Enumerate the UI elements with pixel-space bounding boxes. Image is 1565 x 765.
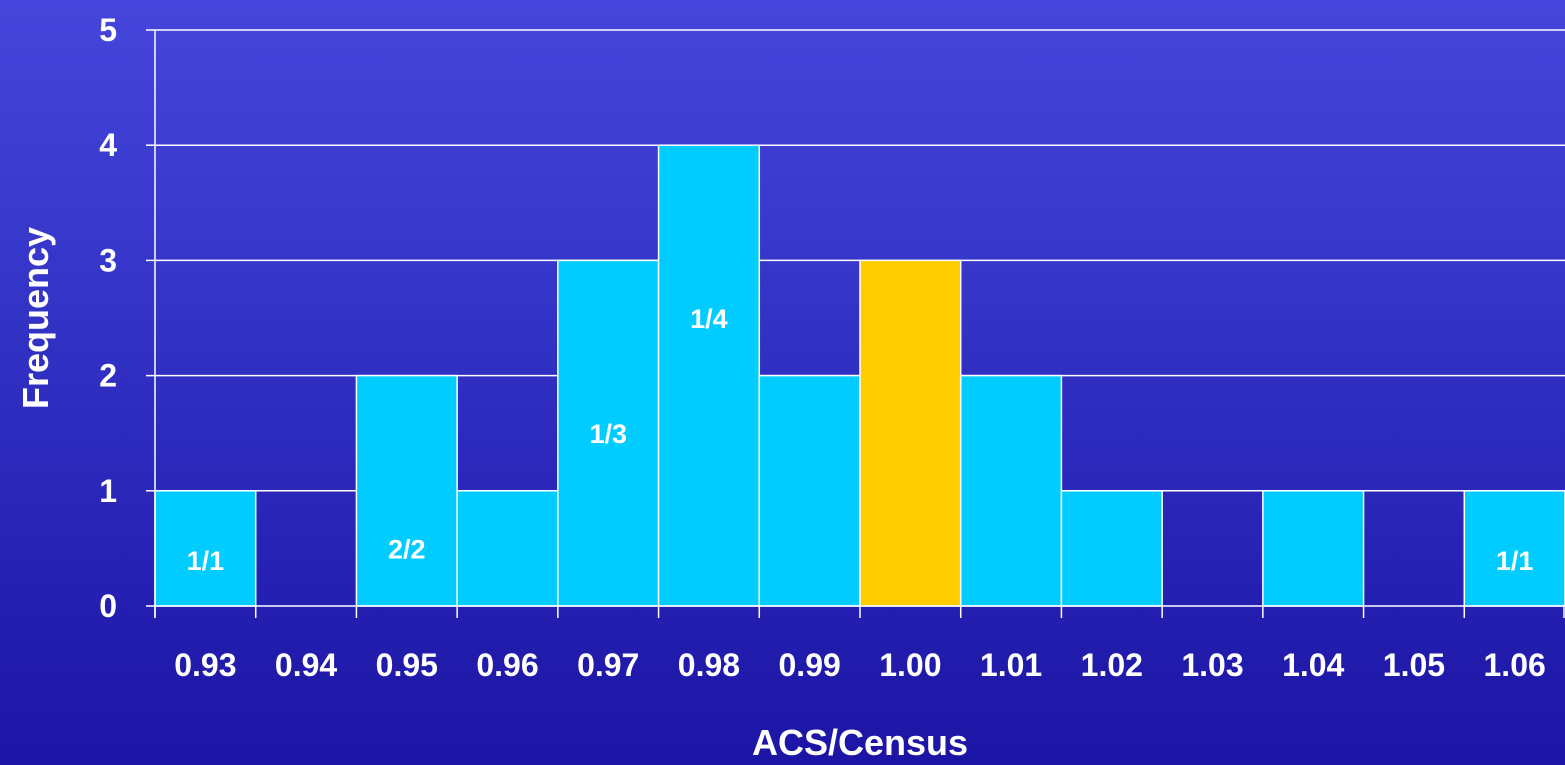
axes <box>146 29 1565 618</box>
x-tick-label: 1.05 <box>1383 647 1445 683</box>
y-tick-label: 2 <box>99 358 117 394</box>
bar-1-01 <box>959 374 1063 607</box>
x-tick-label: 0.98 <box>678 647 740 683</box>
y-tick-label: 4 <box>99 127 117 163</box>
bar-0-99 <box>758 374 861 607</box>
bar-0-93 <box>154 490 257 607</box>
bar-label: 1/3 <box>589 419 627 449</box>
x-tick-label: 0.97 <box>577 647 639 683</box>
bar-labels: 1/1 2/2 1/3 1/4 1/1 <box>187 304 1534 576</box>
bars <box>154 144 1565 607</box>
tick-labels: 0 1 2 3 4 5 0.93 0.94 0.95 0.96 0.97 0.98 0.99 1.00 1.… <box>99 12 1546 683</box>
x-tick-label: 1.01 <box>980 647 1042 683</box>
x-tick-label: 1.03 <box>1181 647 1243 683</box>
x-tick-label: 0.99 <box>779 647 841 683</box>
bar-0-97 <box>557 259 660 607</box>
bar-label: 1/1 <box>1496 546 1534 576</box>
bar-0-96 <box>456 490 559 607</box>
x-tick-label: 0.93 <box>174 647 236 683</box>
x-tick-label: 1.04 <box>1282 647 1344 683</box>
x-tick-label: 1.06 <box>1484 647 1546 683</box>
bar-1-02 <box>1060 490 1163 607</box>
y-tick-label: 0 <box>99 588 117 624</box>
y-tick-label: 3 <box>99 242 117 278</box>
bar-label: 1/4 <box>690 304 728 334</box>
x-tick-label: 1.00 <box>879 647 941 683</box>
x-tick-label: 1.02 <box>1081 647 1143 683</box>
x-tick-label: 0.95 <box>376 647 438 683</box>
bar-0-98 <box>657 144 761 607</box>
y-tick-label: 5 <box>99 12 117 48</box>
bar-1-04 <box>1262 490 1365 607</box>
bar-0-95 <box>355 374 458 607</box>
bar-label: 2/2 <box>388 534 426 564</box>
y-tick-label: 1 <box>99 473 117 509</box>
x-tick-label: 0.96 <box>476 647 538 683</box>
bar-1-00 <box>859 259 962 607</box>
y-axis-title: Frequency <box>15 227 56 409</box>
x-tick-label: 0.94 <box>275 647 337 683</box>
bar-label: 1/1 <box>187 546 225 576</box>
x-axis-title: ACS/Census <box>752 722 968 763</box>
